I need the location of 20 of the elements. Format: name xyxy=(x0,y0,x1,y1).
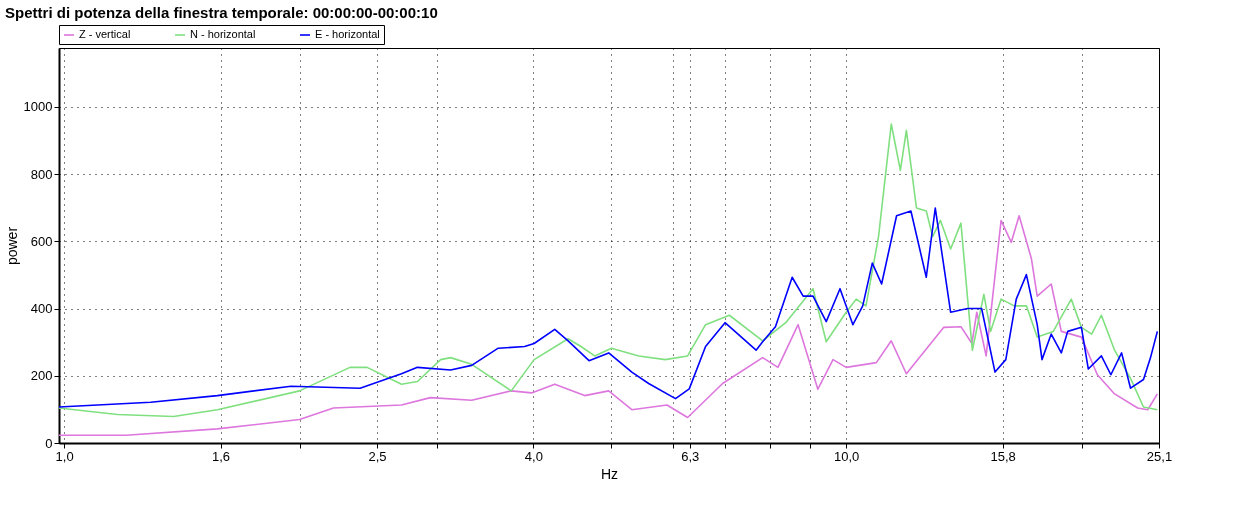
x-tick-label: 6,3 xyxy=(681,448,700,464)
x-tick-label: 1,0 xyxy=(55,448,74,464)
y-tick-label: 1000 xyxy=(23,99,53,115)
chart-title: Spettri di potenza della finestra temporale: 00:00:00-00:00:10 xyxy=(5,3,438,21)
y-tick-label: 600 xyxy=(30,233,53,249)
x-tick-label: 10,0 xyxy=(834,448,860,464)
x-tick-label: 4,0 xyxy=(524,448,543,464)
y-tick-label: 400 xyxy=(30,301,53,317)
y-tick-label: 0 xyxy=(45,435,53,451)
y-tick-label: 800 xyxy=(30,166,53,182)
y-axis-title: power xyxy=(3,226,20,266)
y-tick-label: 200 xyxy=(30,368,53,384)
x-tick-label: 15,8 xyxy=(990,448,1016,464)
legend-label: E - horizontal xyxy=(315,28,380,40)
legend-label: Z - vertical xyxy=(79,28,131,40)
x-axis-title: Hz xyxy=(600,465,619,482)
legend-label: N - horizontal xyxy=(190,28,256,40)
x-tick-label: 1,6 xyxy=(212,448,231,464)
x-tick-label: 2,5 xyxy=(368,448,387,464)
x-tick-label: 25,1 xyxy=(1146,448,1173,464)
